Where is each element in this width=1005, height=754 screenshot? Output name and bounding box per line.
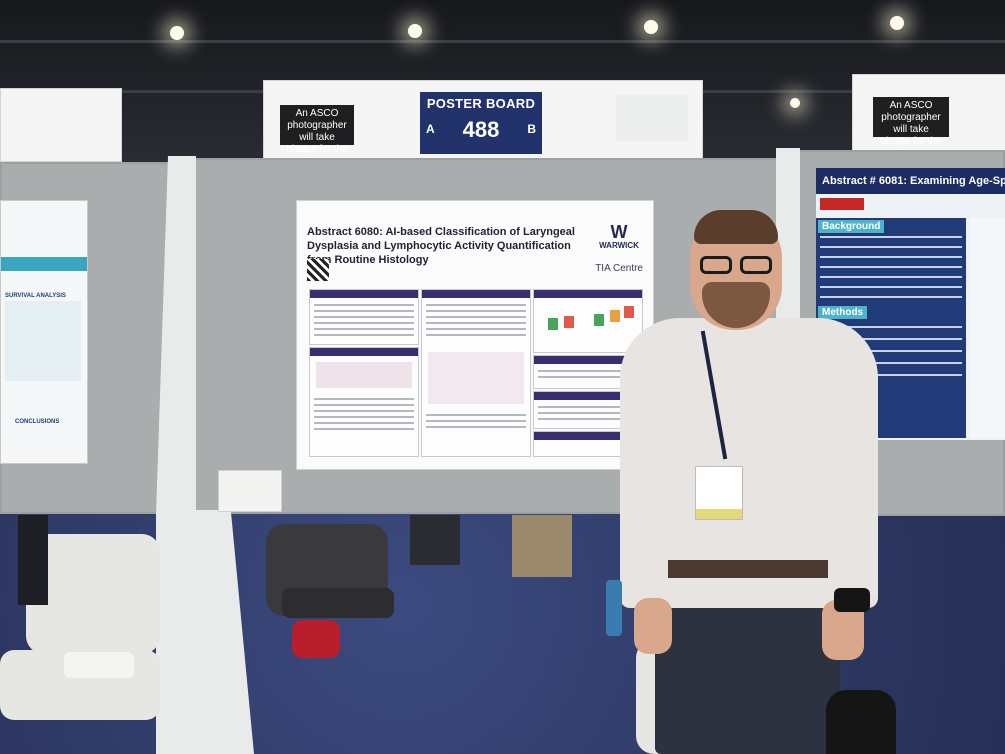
- side-a-label: A: [426, 122, 435, 136]
- methods-heading: Methods: [818, 306, 868, 319]
- side-b-label: B: [527, 122, 536, 136]
- stanford-logo: [820, 198, 864, 210]
- left-poster-survival-heading: SURVIVAL ANALYSIS: [5, 293, 66, 299]
- glasses-lens-right: [740, 256, 772, 274]
- asco-photographer-notice-right: An ASCO photographer will take photos fo…: [873, 97, 949, 171]
- left-poster-charts: [5, 301, 81, 381]
- ceiling-light: [890, 16, 904, 30]
- poster-board-number-sign: POSTER BOARD 488 A B: [420, 92, 542, 154]
- asco-photographer-notice: An ASCO photographer will take photos fo…: [280, 105, 354, 179]
- right-poster-title: Abstract # 6081: Examining Age-Spec: [816, 168, 1005, 194]
- person-arm-left: [620, 360, 668, 600]
- left-poster: SURVIVAL ANALYSIS CONCLUSIONS: [0, 200, 88, 464]
- poster-board-label: POSTER BOARD: [426, 96, 536, 111]
- boxplot-box: [624, 306, 634, 318]
- methodology-diagram: [316, 362, 412, 388]
- left-poster-conclusions-heading: CONCLUSIONS: [15, 419, 60, 425]
- poster-section-results: [421, 289, 531, 457]
- boxplot-box: [594, 314, 604, 326]
- poster-section-methodology: [309, 347, 419, 457]
- person-belt: [668, 560, 828, 578]
- main-poster-title: Abstract 6080: AI-based Classification o…: [307, 226, 575, 266]
- section-header-bar: [534, 432, 642, 440]
- ceiling-light: [644, 20, 658, 34]
- section-header-bar: [310, 290, 418, 298]
- ceiling-light: [790, 98, 800, 108]
- ceiling-truss: [0, 40, 1005, 43]
- left-poster-bar: [1, 257, 87, 271]
- warwick-logo: W WARWICK: [595, 223, 643, 250]
- warwick-logo-text: WARWICK: [599, 241, 639, 250]
- chair-middle-seat: [282, 588, 394, 618]
- tia-centre-logo: TIA Centre: [595, 263, 643, 274]
- section-header-bar: [310, 348, 418, 356]
- chair-left-back: [26, 534, 160, 654]
- name-badge: [695, 466, 743, 520]
- qr-code: [307, 259, 329, 281]
- section-header-bar: [534, 290, 642, 298]
- ceiling-light: [408, 24, 422, 38]
- results-diagram: [428, 352, 524, 404]
- boxplot-box: [610, 310, 620, 322]
- board-divider-right: [776, 148, 800, 328]
- background-heading: Background: [818, 220, 885, 233]
- ceiling-light: [170, 26, 184, 40]
- boxplot-box: [564, 316, 574, 328]
- poster-board-header-right: An ASCO photographer will take photos fo…: [852, 74, 1005, 171]
- poster-section-boxplot: [533, 289, 643, 353]
- person-legs-background: [410, 515, 460, 565]
- red-shoes: [292, 620, 340, 658]
- poster-section-background: [309, 289, 419, 345]
- glasses-lens-left: [700, 256, 732, 274]
- person-legs-background: [512, 515, 572, 577]
- poster-board-number: 488: [462, 117, 500, 142]
- wristwatch: [834, 588, 870, 612]
- section-header-bar: [534, 392, 642, 400]
- right-poster-chart-column: [970, 218, 1005, 438]
- section-header-bar: [422, 290, 530, 298]
- main-poster: Abstract 6080: AI-based Classification o…: [296, 200, 654, 470]
- boxplot-box: [548, 318, 558, 330]
- person-hand-left: [634, 598, 672, 654]
- person-hair: [694, 210, 778, 244]
- backpack: [826, 690, 896, 754]
- note-card: [218, 470, 282, 512]
- person-legs-background: [18, 515, 48, 605]
- person-arm-right: [830, 360, 878, 600]
- paper-bag: [64, 652, 134, 678]
- water-bottle: [606, 580, 622, 636]
- section-header-bar: [534, 356, 642, 364]
- session-info-sign: [616, 95, 688, 141]
- session-info-sign-left: [0, 88, 122, 162]
